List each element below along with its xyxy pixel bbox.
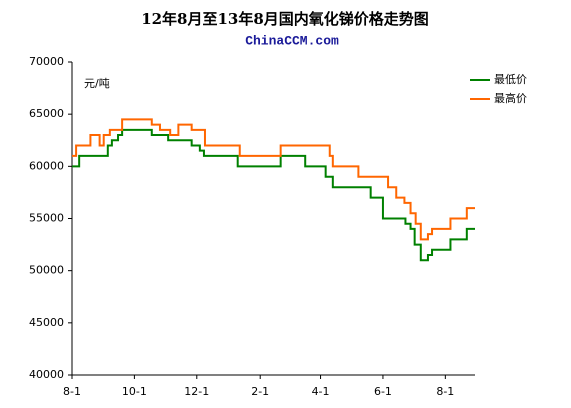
x-tick-label: 12-1 [184, 385, 209, 398]
y-tick-label: 55000 [29, 212, 64, 225]
x-tick-label: 2-1 [251, 385, 269, 398]
x-tick-label: 10-1 [122, 385, 147, 398]
chart-title: 12年8月至13年8月国内氧化锑价格走势图 [141, 10, 429, 28]
y-tick-label: 40000 [29, 368, 64, 381]
x-tick-label: 8-1 [63, 385, 81, 398]
x-tick-label: 8-1 [436, 385, 454, 398]
y-tick-label: 65000 [29, 107, 64, 120]
line [72, 128, 475, 262]
y-unit: 元/吨 [84, 77, 110, 90]
legend-label: 最低价 [494, 73, 527, 86]
line [72, 118, 475, 241]
x-tick-label: 4-1 [312, 385, 330, 398]
chart-subtitle: ChinaCCM.com [245, 33, 339, 48]
y-tick-label: 50000 [29, 264, 64, 277]
y-tick-label: 70000 [29, 55, 64, 68]
legend-label: 最高价 [494, 91, 527, 105]
y-tick-label: 45000 [29, 316, 64, 329]
y-tick-label: 60000 [29, 159, 64, 172]
x-tick-label: 6-1 [374, 385, 392, 398]
